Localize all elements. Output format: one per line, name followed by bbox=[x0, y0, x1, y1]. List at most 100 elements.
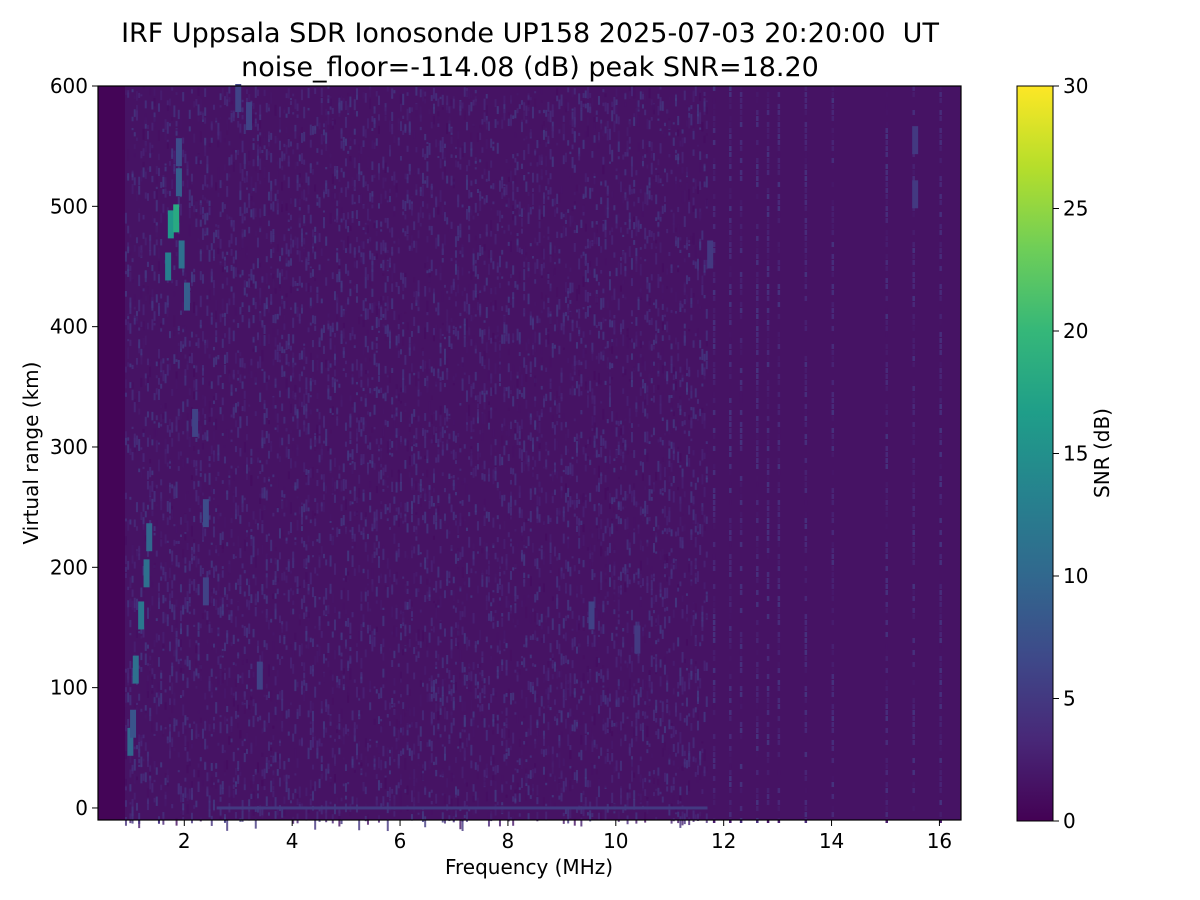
noise-cell bbox=[212, 283, 215, 296]
noise-cell bbox=[151, 668, 154, 675]
noise-cell bbox=[476, 772, 479, 780]
noise-cell bbox=[135, 598, 138, 610]
noise-cell bbox=[153, 393, 156, 401]
noise-cell bbox=[164, 689, 167, 693]
noise-cell bbox=[311, 720, 314, 733]
noise-cell bbox=[446, 654, 449, 665]
noise-cell bbox=[217, 361, 220, 367]
noise-cell bbox=[430, 711, 433, 724]
noise-cell bbox=[140, 708, 143, 712]
noise-cell bbox=[349, 462, 352, 466]
noise-cell bbox=[281, 355, 284, 366]
noise-cell bbox=[289, 644, 292, 650]
noise-cell bbox=[144, 335, 147, 346]
noise-cell bbox=[234, 149, 237, 153]
noise-cell bbox=[270, 189, 273, 202]
noise-cell bbox=[223, 267, 226, 270]
noise-cell bbox=[333, 457, 336, 468]
noise-cell bbox=[399, 694, 402, 698]
noise-cell bbox=[479, 230, 482, 234]
noise-cell bbox=[353, 139, 356, 145]
noise-cell bbox=[377, 318, 380, 328]
noise-cell bbox=[485, 120, 488, 130]
noise-cell bbox=[142, 148, 145, 156]
noise-cell bbox=[175, 488, 178, 499]
noise-cell bbox=[360, 257, 363, 267]
noise-cell bbox=[366, 118, 369, 129]
noise-cell bbox=[463, 287, 466, 291]
noise-cell bbox=[382, 240, 385, 251]
noise-cell bbox=[364, 298, 367, 302]
noise-cell bbox=[307, 412, 310, 417]
noise-cell bbox=[397, 518, 400, 527]
noise-cell bbox=[278, 272, 281, 285]
noise-cell bbox=[188, 604, 191, 607]
noise-cell bbox=[380, 448, 383, 452]
noise-cell bbox=[289, 307, 292, 310]
noise-cell bbox=[479, 429, 482, 435]
noise-cell bbox=[424, 816, 427, 828]
noise-cell bbox=[311, 786, 314, 792]
noise-cell bbox=[457, 236, 460, 241]
noise-cell bbox=[157, 302, 160, 315]
noise-cell bbox=[127, 347, 130, 360]
noise-cell bbox=[366, 225, 369, 234]
noise-cell bbox=[190, 729, 193, 741]
noise-cell bbox=[353, 722, 356, 733]
noise-cell bbox=[459, 105, 462, 116]
noise-cell bbox=[149, 778, 152, 790]
noise-cell bbox=[272, 512, 275, 517]
noise-cell bbox=[217, 224, 220, 229]
noise-cell bbox=[388, 188, 391, 193]
noise-cell bbox=[208, 185, 211, 190]
noise-cell bbox=[135, 237, 138, 244]
noise-cell bbox=[272, 247, 275, 254]
noise-cell bbox=[393, 310, 396, 321]
noise-cell bbox=[188, 189, 191, 201]
noise-cell bbox=[274, 706, 277, 715]
noise-cell bbox=[483, 168, 486, 176]
noise-cell bbox=[234, 556, 237, 559]
noise-cell bbox=[188, 760, 191, 767]
noise-cell bbox=[316, 502, 319, 510]
noise-cell bbox=[162, 566, 165, 576]
noise-cell bbox=[410, 413, 413, 424]
noise-cell bbox=[448, 815, 451, 822]
noise-cell bbox=[450, 688, 453, 696]
noise-cell bbox=[364, 434, 367, 444]
noise-cell bbox=[338, 679, 341, 686]
noise-cell bbox=[358, 155, 361, 166]
noise-cell bbox=[380, 508, 383, 520]
noise-cell bbox=[234, 788, 237, 795]
noise-cell bbox=[208, 414, 211, 418]
noise-cell bbox=[468, 494, 471, 502]
noise-cell bbox=[208, 496, 211, 502]
noise-cell bbox=[278, 342, 281, 352]
noise-cell bbox=[151, 439, 154, 446]
noise-cell bbox=[292, 93, 295, 97]
noise-cell bbox=[366, 628, 369, 634]
noise-cell bbox=[248, 799, 251, 807]
noise-cell bbox=[413, 796, 416, 804]
noise-cell bbox=[465, 302, 468, 314]
noise-cell bbox=[437, 673, 440, 678]
noise-cell bbox=[490, 757, 493, 766]
noise-cell bbox=[278, 157, 281, 169]
noise-cell bbox=[439, 697, 442, 702]
noise-cell bbox=[435, 307, 438, 312]
noise-cell bbox=[351, 177, 354, 187]
noise-cell bbox=[226, 490, 229, 500]
noise-cell bbox=[186, 412, 189, 422]
noise-cell bbox=[342, 141, 345, 151]
noise-cell bbox=[281, 626, 284, 633]
noise-cell bbox=[135, 502, 138, 513]
noise-cell bbox=[215, 122, 218, 126]
noise-cell bbox=[397, 782, 400, 789]
noise-cell bbox=[190, 743, 193, 749]
noise-cell bbox=[230, 220, 233, 225]
noise-cell bbox=[364, 512, 367, 520]
noise-cell bbox=[470, 314, 473, 322]
noise-cell bbox=[314, 595, 317, 608]
noise-cell bbox=[186, 751, 189, 762]
noise-cell bbox=[201, 408, 204, 415]
